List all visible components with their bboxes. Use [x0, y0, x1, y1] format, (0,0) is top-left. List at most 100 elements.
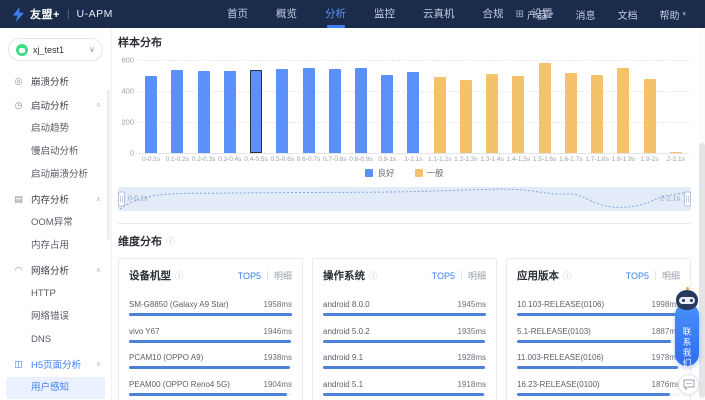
tab-divider — [655, 271, 656, 280]
chart-legend: 良好 一般 — [118, 167, 691, 179]
bar-column — [322, 60, 348, 153]
tab-TOP5[interactable]: TOP5 — [626, 271, 649, 281]
sidebar-scrollbar[interactable] — [107, 90, 110, 240]
nav-item-home[interactable]: 首页 — [213, 0, 262, 28]
info-icon[interactable]: ⓘ — [369, 270, 378, 282]
sidebar-item-memory-analysis[interactable]: ▤内存分析∧ — [0, 187, 111, 211]
bar-1.1-1.2s[interactable] — [434, 77, 446, 153]
bar-1.8-1.9s[interactable] — [617, 68, 629, 153]
sidebar-subitem-slow-launch-analysis[interactable]: 慢启动分析 — [6, 141, 105, 163]
sidebar-subitem-oom-exception[interactable]: OOM异常 — [6, 212, 105, 234]
sidebar-item-crash-analysis-label: 崩溃分析 — [31, 74, 101, 88]
sidebar-subitem-launch-crash-analysis[interactable]: 启动崩溃分析 — [6, 164, 105, 186]
bar-0.3-0.4s[interactable] — [224, 71, 236, 153]
y-tick-0: 0 — [118, 149, 134, 158]
sidebar-subitem-dns[interactable]: DNS — [6, 329, 105, 351]
memory-icon: ▤ — [12, 194, 25, 205]
info-icon[interactable]: ⓘ — [166, 235, 175, 247]
bar-0.8-0.9s[interactable] — [355, 68, 367, 153]
table-row[interactable]: SM-G8850 (Galaxy A9 Star)1958ms — [129, 300, 292, 316]
topbar-help[interactable]: 帮助▾ — [650, 7, 695, 22]
table-row[interactable]: android 5.0.21935ms — [323, 327, 486, 343]
row-line: PCAM10 (OPPO A9)1938ms — [129, 353, 292, 362]
brand-logo[interactable]: 友盟+ | U-APM — [12, 6, 113, 22]
card-device-model-rows: SM-G8850 (Galaxy A9 Star)1958ms vivo Y671… — [129, 300, 292, 400]
table-row[interactable]: 16.23-RELEASE(0100)1876ms — [517, 380, 680, 396]
bar-1.5-1.6s[interactable] — [539, 63, 551, 153]
contact-us-widget[interactable]: 联系我们 — [674, 290, 700, 366]
x-label-1.2-1.3s: 1.2-1.3s — [453, 156, 479, 163]
table-row[interactable]: android 8.0.01945ms — [323, 300, 486, 316]
bar-0.5-0.6s[interactable] — [276, 69, 288, 153]
row-line: 11.003-RELEASE(0106)1978ms — [517, 353, 680, 362]
bar-0.7-0.8s[interactable] — [329, 69, 341, 153]
sidebar-subitem-network-error[interactable]: 网络错误 — [6, 306, 105, 328]
row-value: 1945ms — [458, 300, 486, 309]
table-row[interactable]: 5.1-RELEASE(0103)1887ms — [517, 327, 680, 343]
bar-1-1.1s[interactable] — [407, 72, 419, 153]
bar-0.9-1s[interactable] — [381, 75, 393, 153]
row-line: 10.103-RELEASE(0106)1998ms — [517, 300, 680, 309]
sidebar-subitem-http[interactable]: HTTP — [6, 283, 105, 305]
table-row[interactable]: 10.103-RELEASE(0106)1998ms — [517, 300, 680, 316]
nav-item-analysis[interactable]: 分析 — [311, 0, 360, 28]
table-row[interactable]: android 9.11928ms — [323, 353, 486, 369]
table-row[interactable]: android 5.11918ms — [323, 380, 486, 396]
row-bar-track — [323, 340, 486, 343]
topbar-messages[interactable]: 消息 — [566, 7, 604, 22]
table-row[interactable]: PEAM00 (OPPO Reno4 5G)1904ms — [129, 380, 292, 396]
bar-1.9-2s[interactable] — [644, 79, 656, 153]
bar-1.4-1.5s[interactable] — [512, 76, 524, 154]
nav-item-monitor[interactable]: 监控 — [360, 0, 409, 28]
bar-column — [295, 60, 321, 153]
tab-明细[interactable]: 明细 — [662, 269, 680, 282]
info-icon[interactable]: ⓘ — [175, 270, 184, 282]
x-label-1.3-1.4s: 1.3-1.4s — [479, 156, 505, 163]
bar-1.2-1.3s[interactable] — [460, 80, 472, 153]
legend-item-一般[interactable]: 一般 — [415, 167, 444, 179]
tab-明细[interactable]: 明细 — [274, 269, 292, 282]
info-icon[interactable]: ⓘ — [563, 270, 572, 282]
bar-1.3-1.4s[interactable] — [486, 74, 498, 153]
legend-item-良好[interactable]: 良好 — [365, 167, 394, 179]
table-row[interactable]: vivo Y671946ms — [129, 327, 292, 343]
table-row[interactable]: 11.003-RELEASE(0106)1978ms — [517, 353, 680, 369]
sidebar-item-h5-page-analysis[interactable]: ◫H5页面分析∧ — [0, 352, 111, 376]
tab-明细[interactable]: 明细 — [468, 269, 486, 282]
nav-item-cloud-phone[interactable]: 云真机 — [409, 0, 469, 28]
bar-0.6-0.7s[interactable] — [303, 68, 315, 153]
sidebar-subitem-memory-usage[interactable]: 内存占用 — [6, 235, 105, 257]
tab-TOP5[interactable]: TOP5 — [432, 271, 455, 281]
bar-column — [610, 60, 636, 153]
topbar-products[interactable]: ⊞产品▾ — [507, 7, 563, 22]
sidebar-item-crash-analysis[interactable]: ◎崩溃分析 — [0, 69, 111, 93]
sidebar-subitem-user-perception[interactable]: 用户感知 — [6, 377, 105, 399]
nav-item-overview[interactable]: 概览 — [262, 0, 311, 28]
bar-0.2-0.3s[interactable] — [198, 71, 210, 153]
row-line: android 9.11928ms — [323, 353, 486, 362]
table-row[interactable]: PCAM10 (OPPO A9)1938ms — [129, 353, 292, 369]
topbar-products-label: 产品 — [527, 7, 547, 22]
bar-1.7-1.8s[interactable] — [591, 75, 603, 153]
bar-0.4-0.5s[interactable] — [250, 70, 262, 153]
range-brush[interactable]: 0-0.1s 2-2.1s — [118, 187, 691, 211]
bar-2-2.1s[interactable] — [670, 152, 682, 153]
bar-column — [532, 60, 558, 153]
chat-button[interactable] — [678, 374, 699, 395]
row-line: android 5.0.21935ms — [323, 327, 486, 336]
bar-0-0.1s[interactable] — [145, 76, 157, 154]
app-selector[interactable]: xj_test1 ∨ — [8, 38, 103, 61]
sidebar-item-network-analysis[interactable]: ◠网络分析∧ — [0, 258, 111, 282]
bar-1.6-1.7s[interactable] — [565, 73, 577, 153]
tab-TOP5[interactable]: TOP5 — [238, 271, 261, 281]
topbar-docs[interactable]: 文档 — [608, 7, 646, 22]
sidebar-item-launch-analysis[interactable]: ◷启动分析∧ — [0, 93, 111, 117]
sidebar-subitem-launch-trend[interactable]: 启动趋势 — [6, 118, 105, 140]
row-label: 16.23-RELEASE(0100) — [517, 380, 600, 389]
bar-0.1-0.2s[interactable] — [171, 70, 183, 153]
gridline-0 — [138, 153, 689, 154]
brush-left-handle[interactable] — [118, 192, 125, 207]
brush-right-handle[interactable] — [684, 192, 691, 207]
chart-plot-area: 6004002000 — [138, 60, 689, 153]
row-value: 1935ms — [458, 327, 486, 336]
